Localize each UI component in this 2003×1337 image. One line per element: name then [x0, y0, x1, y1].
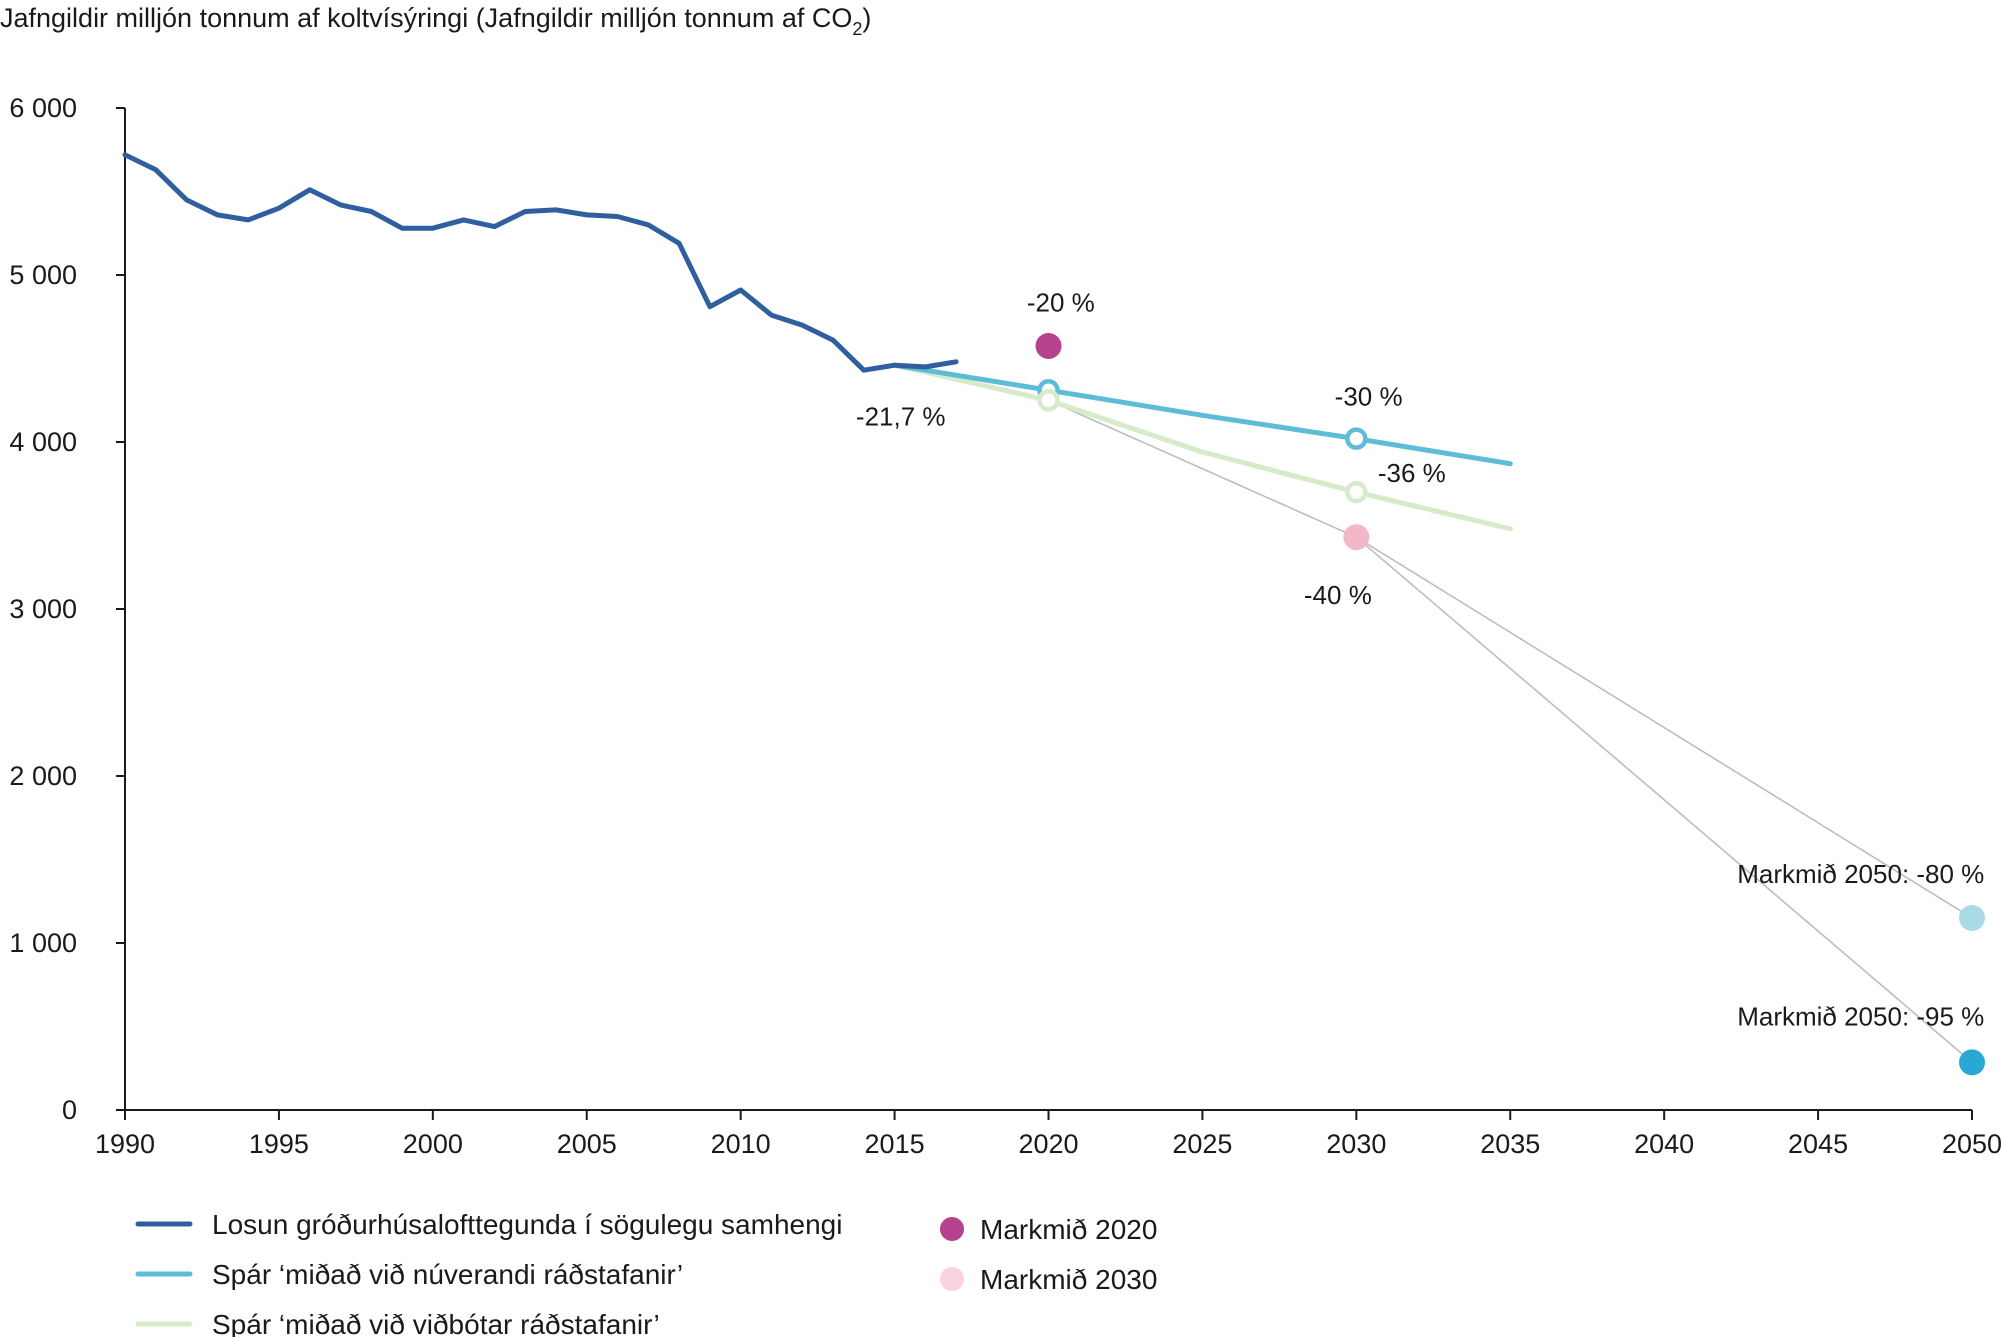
- y-tick-label: 6 000: [9, 93, 77, 123]
- x-tick-label: 1990: [95, 1129, 155, 1159]
- x-tick-label: 2000: [403, 1129, 463, 1159]
- markers: [1035, 332, 1985, 1076]
- legend-dot-swatch-1: [940, 1267, 964, 1291]
- x-tick-label: 2005: [557, 1129, 617, 1159]
- legend-line-label-0: Losun gróðurhúsalofttegunda í sögulegu s…: [212, 1209, 842, 1240]
- legend-line-label-2: Spár ‘miðað við viðbótar ráðstafanir’: [212, 1309, 660, 1337]
- legend-dot-label-1: Markmið 2030: [980, 1264, 1157, 1295]
- x-tick-label: 2025: [1172, 1129, 1232, 1159]
- x-tick-label: 2010: [711, 1129, 771, 1159]
- chart-title-subscript: 2: [852, 19, 862, 39]
- x-tick-label: 2020: [1018, 1129, 1078, 1159]
- series-line-2: [892, 362, 1513, 532]
- annotation-label-0: -20 %: [1027, 288, 1095, 318]
- x-tick-label: 1995: [249, 1129, 309, 1159]
- annotation-label-4: -40 %: [1304, 580, 1372, 610]
- annotation-label-2: -30 %: [1335, 381, 1403, 411]
- projection-marker-2: [1037, 389, 1060, 412]
- x-tick-label: 2050: [1942, 1129, 2002, 1159]
- x-tick-label: 2045: [1788, 1129, 1848, 1159]
- y-tick-label: 3 000: [9, 594, 77, 624]
- x-tick-label: 2015: [865, 1129, 925, 1159]
- guide-line-0: [1048, 399, 1357, 538]
- chart-title-main: Jafngildir milljón tonnum af koltvísýrin…: [0, 3, 852, 33]
- y-tick-label: 2 000: [9, 761, 77, 791]
- x-tick-label: 2040: [1634, 1129, 1694, 1159]
- y-tick-label: 5 000: [9, 260, 77, 290]
- target-point-0: [1035, 332, 1062, 359]
- annotation-label-1: -21,7 %: [856, 401, 946, 431]
- x-tick-label: 2030: [1326, 1129, 1386, 1159]
- legend-line-label-1: Spár ‘miðað við núverandi ráðstafanir’: [212, 1259, 683, 1290]
- target-point-3: [1959, 1049, 1985, 1076]
- y-tick-label: 1 000: [9, 928, 77, 958]
- axes: 0 1 000 2 000 3 000 4 000 5 000 6 000 1990 1995 2…: [9, 93, 2002, 1159]
- series-line-0: [122, 152, 959, 373]
- annotation-label-6: Markmið 2050: -95 %: [1737, 1002, 1984, 1032]
- x-tick-label: 2035: [1480, 1129, 1540, 1159]
- series-line-1: [892, 362, 1513, 467]
- guide-lines: [1048, 399, 1973, 1064]
- target-point-2: [1959, 904, 1985, 931]
- legend: Losun gróðurhúsalofttegunda í sögulegu s…: [135, 1209, 1157, 1337]
- chart-title-end: ): [862, 3, 871, 33]
- annotation-label-5: Markmið 2050: -80 %: [1737, 859, 1984, 889]
- guide-line-2: [1355, 536, 1973, 1064]
- y-tick-label: 4 000: [9, 427, 77, 457]
- projection-marker-3: [1345, 480, 1368, 504]
- chart-title: Jafngildir milljón tonnum af koltvísýrin…: [0, 3, 871, 39]
- annotation-label-3: -36 %: [1378, 458, 1446, 488]
- projection-marker-1: [1345, 427, 1368, 450]
- series-lines: [122, 152, 1513, 532]
- annotations: -20 % -21,7 % -30 % -36 % -40 % Markmið 2050:…: [856, 288, 1984, 1032]
- legend-dot-swatch-0: [940, 1217, 964, 1241]
- y-tick-label: 0: [62, 1095, 77, 1125]
- target-point-1: [1343, 524, 1370, 551]
- legend-dot-label-0: Markmið 2020: [980, 1214, 1157, 1245]
- guide-line-1: [1355, 536, 1973, 919]
